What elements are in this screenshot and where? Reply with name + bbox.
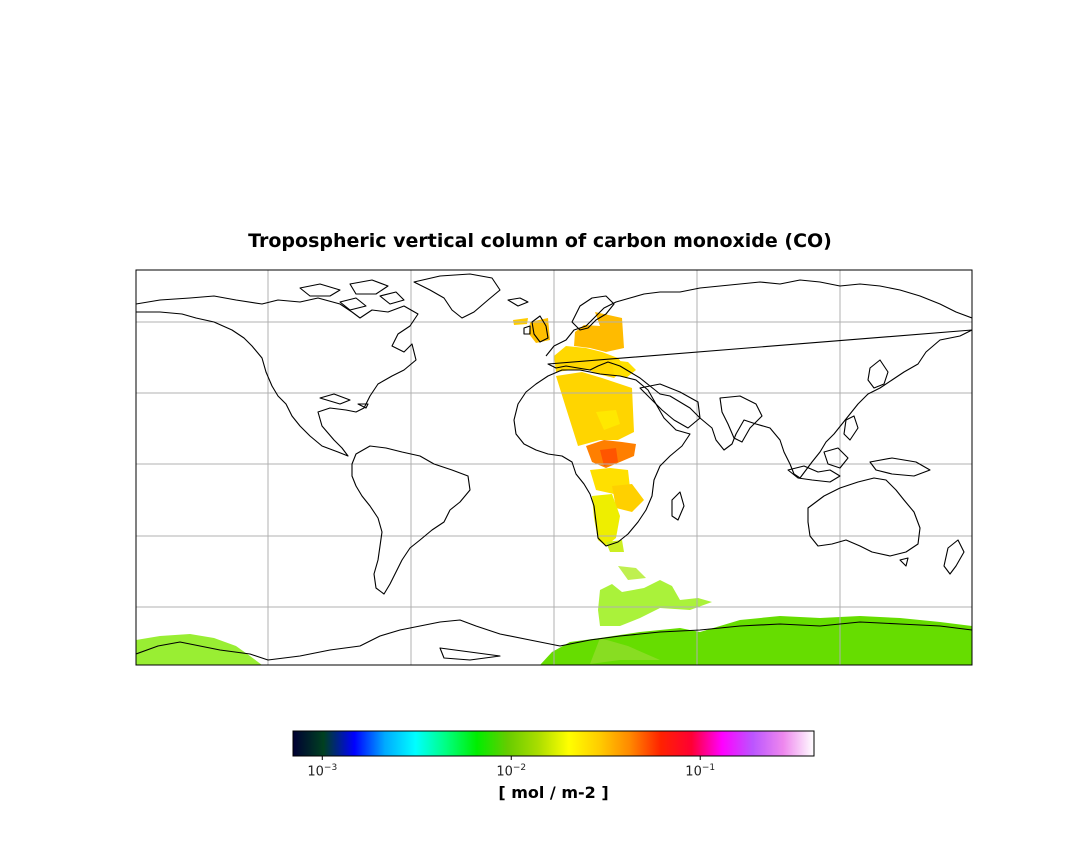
- map-content: [136, 270, 972, 665]
- coast-ross-ice: [439, 647, 501, 661]
- coast-north-america: [136, 295, 419, 457]
- data-patch-antarctica-east: [540, 616, 972, 665]
- coast-iceland: [507, 297, 529, 307]
- coast-greenland: [413, 273, 501, 319]
- coast-antarctica: [136, 619, 972, 661]
- colorbar-label: [ mol / m-2 ]: [498, 783, 609, 802]
- coast-japan: [867, 359, 889, 389]
- coast-ireland: [523, 325, 531, 335]
- colorbar-tick-label: 10−1: [685, 763, 716, 780]
- coastlines: [136, 273, 972, 661]
- data-patch-sahara-light: [596, 410, 620, 430]
- coast-india: [719, 395, 763, 443]
- data-patch-southern-ocean: [598, 580, 712, 626]
- coast-africa: [513, 369, 691, 547]
- coast-great-britain: [531, 315, 549, 343]
- coast-borneo: [823, 447, 849, 469]
- data-patch-antarctica-peninsula: [136, 634, 262, 665]
- coast-new-guinea: [869, 457, 931, 477]
- coast-scandinavia: [571, 295, 615, 331]
- coast-new-zealand: [943, 539, 965, 575]
- coast-arabia: [639, 383, 701, 429]
- data-patch-sahel-hot: [600, 448, 618, 466]
- data-patch-cape: [606, 540, 624, 552]
- colorbar-tick-label: 10−3: [307, 763, 338, 780]
- coast-arctic-island-4: [339, 297, 367, 311]
- colorbar-ticks: [321, 756, 701, 760]
- colorbar: [292, 730, 815, 757]
- colorbar-tick-label: 10−2: [496, 763, 527, 780]
- coast-arctic-island-3: [379, 291, 405, 305]
- coast-sumatra-java: [787, 465, 841, 483]
- coast-philippines: [843, 415, 859, 441]
- data-patch-ocean-north: [618, 566, 646, 580]
- data-patch-east-africa: [612, 484, 644, 512]
- coast-arctic-island-1: [299, 283, 341, 297]
- coast-arctic-island-2: [349, 279, 389, 295]
- coast-australia: [807, 477, 921, 557]
- co-data-layer: [136, 312, 972, 665]
- data-patch-antarctica-streak: [590, 638, 660, 664]
- data-patch-southern-africa: [592, 494, 620, 546]
- data-patch-sahara: [556, 372, 634, 446]
- coast-south-america: [351, 445, 471, 595]
- coast-hispaniola: [357, 403, 369, 409]
- coast-cuba: [319, 393, 351, 405]
- coast-eurasia: [545, 279, 972, 479]
- coast-tasmania: [899, 557, 909, 567]
- map-title: Tropospheric vertical column of carbon m…: [248, 230, 832, 252]
- map-frame: [135, 269, 973, 666]
- coast-madagascar: [671, 491, 685, 521]
